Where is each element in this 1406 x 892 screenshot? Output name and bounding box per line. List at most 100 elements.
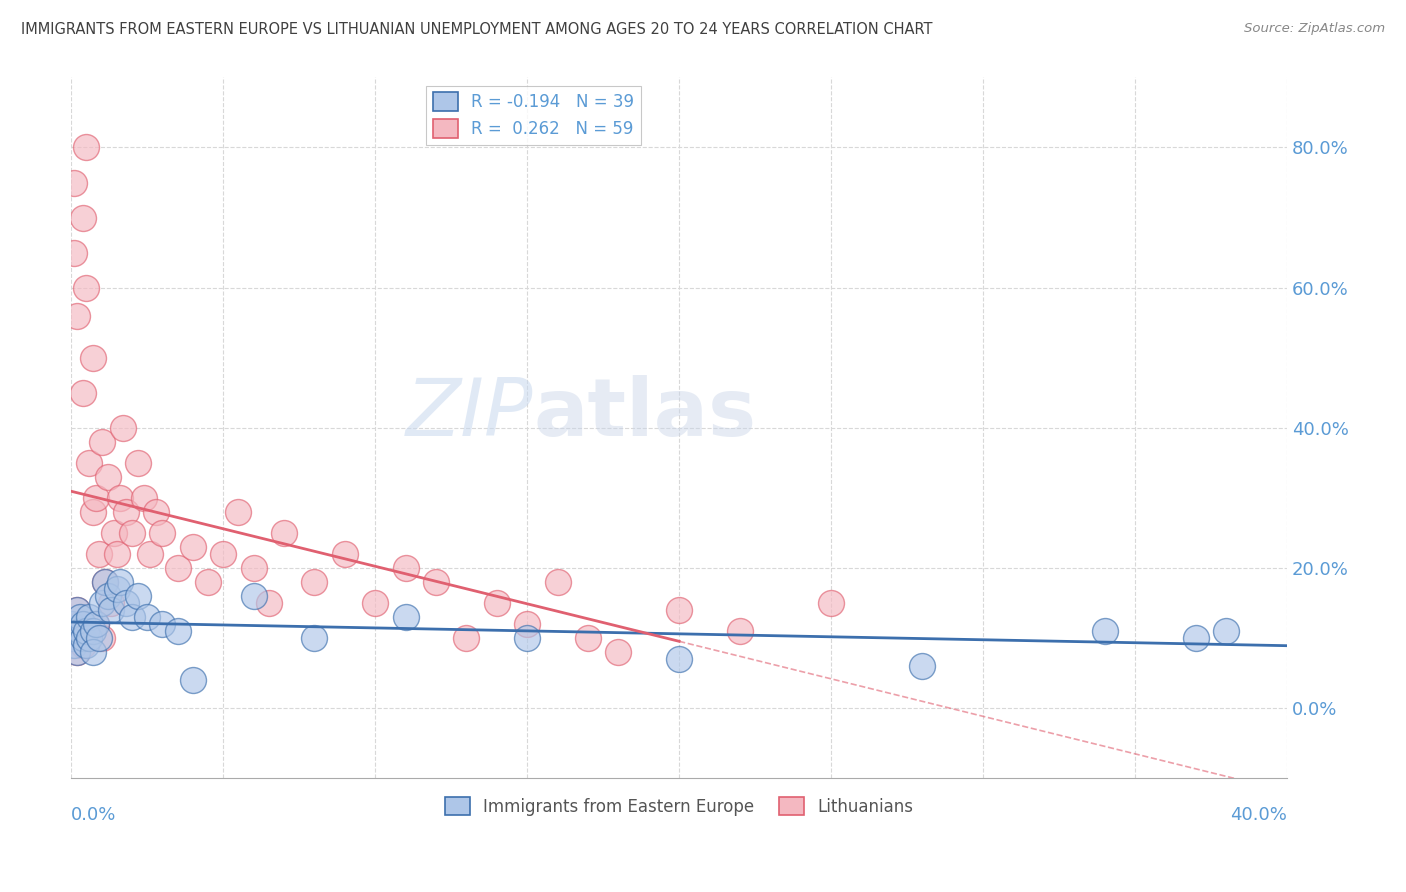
Point bbox=[425, 574, 447, 589]
Point bbox=[166, 561, 188, 575]
Point bbox=[181, 673, 204, 687]
Point bbox=[127, 589, 149, 603]
Point bbox=[228, 505, 250, 519]
Point bbox=[197, 574, 219, 589]
Point bbox=[105, 547, 128, 561]
Point bbox=[100, 596, 122, 610]
Point bbox=[72, 211, 94, 225]
Point bbox=[69, 610, 91, 624]
Point bbox=[84, 616, 107, 631]
Point bbox=[139, 547, 162, 561]
Point bbox=[100, 603, 122, 617]
Point bbox=[90, 434, 112, 449]
Point bbox=[90, 631, 112, 645]
Point bbox=[304, 631, 326, 645]
Point bbox=[242, 561, 264, 575]
Point bbox=[79, 610, 101, 624]
Point bbox=[1094, 624, 1116, 638]
Point bbox=[82, 505, 104, 519]
Point bbox=[273, 525, 295, 540]
Point bbox=[576, 631, 599, 645]
Text: 40.0%: 40.0% bbox=[1230, 806, 1286, 824]
Point bbox=[364, 596, 387, 610]
Point bbox=[79, 624, 101, 638]
Point bbox=[66, 309, 89, 323]
Point bbox=[516, 616, 538, 631]
Point bbox=[72, 638, 94, 652]
Point bbox=[166, 624, 188, 638]
Point bbox=[456, 631, 478, 645]
Point bbox=[134, 491, 156, 505]
Point bbox=[152, 525, 174, 540]
Point bbox=[394, 561, 416, 575]
Point bbox=[84, 491, 107, 505]
Point bbox=[87, 631, 110, 645]
Point bbox=[60, 616, 83, 631]
Point bbox=[63, 245, 86, 260]
Point bbox=[93, 574, 115, 589]
Point bbox=[103, 525, 125, 540]
Point bbox=[115, 596, 138, 610]
Point bbox=[145, 505, 167, 519]
Point bbox=[82, 351, 104, 365]
Text: Source: ZipAtlas.com: Source: ZipAtlas.com bbox=[1244, 22, 1385, 36]
Point bbox=[97, 589, 120, 603]
Point bbox=[66, 603, 89, 617]
Point bbox=[394, 610, 416, 624]
Point bbox=[547, 574, 569, 589]
Point bbox=[304, 574, 326, 589]
Point bbox=[242, 589, 264, 603]
Point bbox=[108, 491, 131, 505]
Point bbox=[333, 547, 356, 561]
Point bbox=[121, 610, 143, 624]
Point bbox=[84, 616, 107, 631]
Point bbox=[66, 645, 89, 659]
Point bbox=[63, 176, 86, 190]
Point bbox=[728, 624, 751, 638]
Point bbox=[668, 652, 690, 666]
Point bbox=[72, 631, 94, 645]
Point bbox=[60, 631, 83, 645]
Point bbox=[1185, 631, 1208, 645]
Point bbox=[75, 140, 97, 154]
Point bbox=[75, 624, 97, 638]
Point bbox=[257, 596, 280, 610]
Point bbox=[181, 540, 204, 554]
Point bbox=[136, 610, 159, 624]
Point bbox=[97, 469, 120, 483]
Point bbox=[111, 421, 134, 435]
Point bbox=[69, 631, 91, 645]
Point bbox=[212, 547, 235, 561]
Point bbox=[90, 596, 112, 610]
Point bbox=[516, 631, 538, 645]
Point bbox=[93, 574, 115, 589]
Point bbox=[79, 456, 101, 470]
Point bbox=[127, 456, 149, 470]
Point bbox=[82, 624, 104, 638]
Text: ZIP: ZIP bbox=[406, 375, 533, 453]
Point bbox=[105, 582, 128, 596]
Point bbox=[82, 645, 104, 659]
Point bbox=[607, 645, 630, 659]
Point bbox=[108, 574, 131, 589]
Text: IMMIGRANTS FROM EASTERN EUROPE VS LITHUANIAN UNEMPLOYMENT AMONG AGES 20 TO 24 YE: IMMIGRANTS FROM EASTERN EUROPE VS LITHUA… bbox=[21, 22, 932, 37]
Point bbox=[1215, 624, 1237, 638]
Text: 0.0%: 0.0% bbox=[72, 806, 117, 824]
Point bbox=[668, 603, 690, 617]
Point bbox=[115, 505, 138, 519]
Point bbox=[66, 603, 89, 617]
Point bbox=[820, 596, 842, 610]
Point bbox=[79, 631, 101, 645]
Point bbox=[485, 596, 508, 610]
Point bbox=[87, 547, 110, 561]
Point bbox=[121, 525, 143, 540]
Point bbox=[63, 638, 86, 652]
Point bbox=[66, 645, 89, 659]
Legend: Immigrants from Eastern Europe, Lithuanians: Immigrants from Eastern Europe, Lithuani… bbox=[439, 790, 920, 822]
Point bbox=[911, 659, 934, 673]
Point bbox=[60, 631, 83, 645]
Point bbox=[72, 385, 94, 400]
Point bbox=[75, 638, 97, 652]
Point bbox=[69, 616, 91, 631]
Text: atlas: atlas bbox=[533, 375, 756, 453]
